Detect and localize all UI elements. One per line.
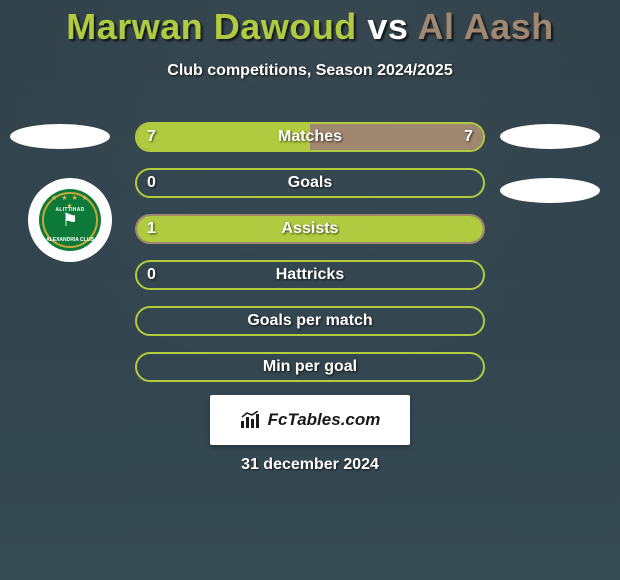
crest-text-top: ALITTIHAD (39, 207, 101, 213)
stat-bar: 7 7 Matches (135, 122, 485, 152)
brand-text: FcTables.com (268, 410, 381, 430)
crest-text-bottom: ALEXANDRIA CLUB (39, 237, 101, 243)
stat-label: Assists (282, 220, 339, 238)
stat-bar: 1 Assists (135, 214, 485, 244)
stat-bar: 0 Goals (135, 168, 485, 198)
player1-photo-placeholder (10, 124, 110, 149)
date-text: 31 december 2024 (0, 456, 620, 474)
stat-label: Goals (288, 174, 332, 192)
brand-box: FcTables.com (210, 395, 410, 445)
page-title: Marwan Dawoud vs Al Aash (0, 0, 620, 48)
brand-chart-icon (240, 411, 262, 429)
stat-label: Min per goal (263, 358, 357, 376)
stat-label: Hattricks (276, 266, 344, 284)
stat-value-right: 7 (464, 128, 473, 146)
subtitle-text: Club competitions, Season 2024/2025 (0, 62, 620, 80)
stat-value-left: 1 (147, 220, 156, 238)
player1-club-badge: ★ ★ ★ ★ ★ ★ ★ ALITTIHAD ⚑ ALEXANDRIA CLU… (28, 178, 112, 262)
stat-label: Matches (278, 128, 342, 146)
stat-bars-area: 7 7 Matches 0 Goals 1 Assists 0 Hattricks Goals p… (135, 122, 485, 398)
stat-value-left: 0 (147, 174, 156, 192)
player2-club-placeholder (500, 178, 600, 203)
stat-bar: Goals per match (135, 306, 485, 336)
stat-value-left: 0 (147, 266, 156, 284)
club-crest: ★ ★ ★ ★ ★ ★ ★ ALITTIHAD ⚑ ALEXANDRIA CLU… (39, 189, 101, 251)
stat-bar: 0 Hattricks (135, 260, 485, 290)
comparison-card: Marwan Dawoud vs Al Aash Club competitio… (0, 0, 620, 580)
title-player2: Al Aash (418, 6, 554, 47)
title-vs: vs (367, 6, 408, 47)
title-player1: Marwan Dawoud (66, 6, 357, 47)
player2-photo-placeholder (500, 124, 600, 149)
stat-value-left: 7 (147, 128, 156, 146)
stat-bar: Min per goal (135, 352, 485, 382)
stat-label: Goals per match (247, 312, 372, 330)
